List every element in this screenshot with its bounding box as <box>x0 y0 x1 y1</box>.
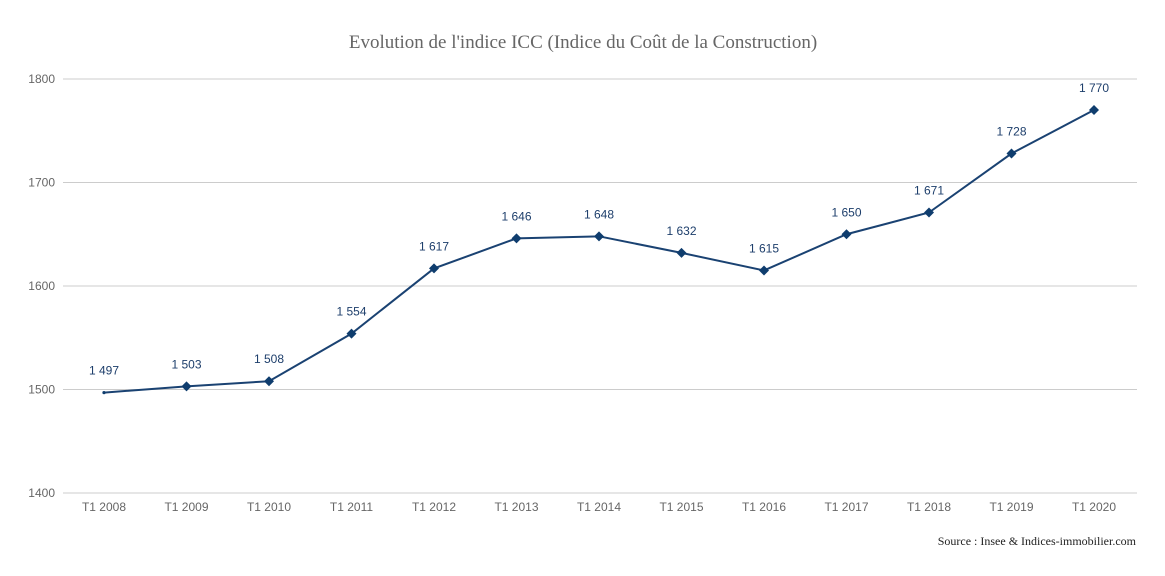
data-point-marker <box>759 265 769 276</box>
data-point-marker <box>511 233 522 244</box>
x-tick-label: T1 2016 <box>742 500 786 514</box>
x-tick-label: T1 2011 <box>330 500 373 514</box>
x-tick-label: T1 2017 <box>824 500 868 514</box>
data-label: 1 770 <box>1079 81 1109 95</box>
data-point-marker <box>594 231 604 242</box>
x-tick-label: T1 2014 <box>577 500 621 514</box>
series-layer <box>102 105 1099 395</box>
y-tick-label: 1800 <box>28 72 55 86</box>
x-tick-label: T1 2008 <box>82 500 126 514</box>
data-label: 1 648 <box>584 207 614 221</box>
data-label: 1 554 <box>336 305 366 319</box>
chart-title: Evolution de l'indice ICC (Indice du Coû… <box>349 32 817 53</box>
y-tick-label: 1500 <box>28 383 55 397</box>
y-tick-label: 1700 <box>28 176 55 190</box>
data-label: 1 497 <box>89 364 119 378</box>
x-tick-label: T1 2019 <box>989 500 1033 514</box>
data-point-marker <box>181 381 192 392</box>
data-point-marker <box>429 263 439 274</box>
data-label: 1 646 <box>501 209 531 223</box>
y-tick-label: 1400 <box>28 486 55 500</box>
x-tick-label: T1 2020 <box>1072 500 1116 514</box>
x-tick-label: T1 2009 <box>164 500 208 514</box>
x-tick-label: T1 2015 <box>659 500 703 514</box>
data-label: 1 503 <box>171 357 201 371</box>
data-labels: 1 497 1 503 1 508 1 554 1 617 1 646 1 648 1 632… <box>89 81 1109 378</box>
x-tick-label: T1 2012 <box>412 500 456 514</box>
source-note: Source : Insee & Indices-immobilier.com <box>938 534 1137 548</box>
data-label: 1 617 <box>419 239 449 253</box>
x-axis-ticks: T1 2008 T1 2009 T1 2010 T1 2011 T1 2012 T1 20… <box>82 500 1116 514</box>
x-tick-label: T1 2018 <box>907 500 951 514</box>
data-label: 1 615 <box>749 241 779 255</box>
data-label: 1 671 <box>914 184 944 198</box>
series-line <box>103 109 1095 394</box>
gridlines <box>63 78 1137 494</box>
data-point-marker <box>1006 148 1017 159</box>
x-tick-label: T1 2013 <box>494 500 538 514</box>
data-label: 1 508 <box>254 352 284 366</box>
data-point-marker <box>841 229 852 240</box>
data-point-marker <box>346 328 357 339</box>
data-point-marker <box>1089 105 1099 116</box>
x-tick-label: T1 2010 <box>247 500 291 514</box>
data-point-marker <box>676 247 687 258</box>
y-axis-ticks: 1400 1500 1600 1700 1800 <box>28 72 55 500</box>
y-tick-label: 1600 <box>28 279 55 293</box>
data-point-marker <box>924 207 934 218</box>
data-label: 1 728 <box>996 125 1026 139</box>
data-point-marker <box>264 376 274 387</box>
data-point-marker <box>102 391 106 395</box>
data-label: 1 650 <box>831 205 861 219</box>
data-label: 1 632 <box>666 224 696 238</box>
